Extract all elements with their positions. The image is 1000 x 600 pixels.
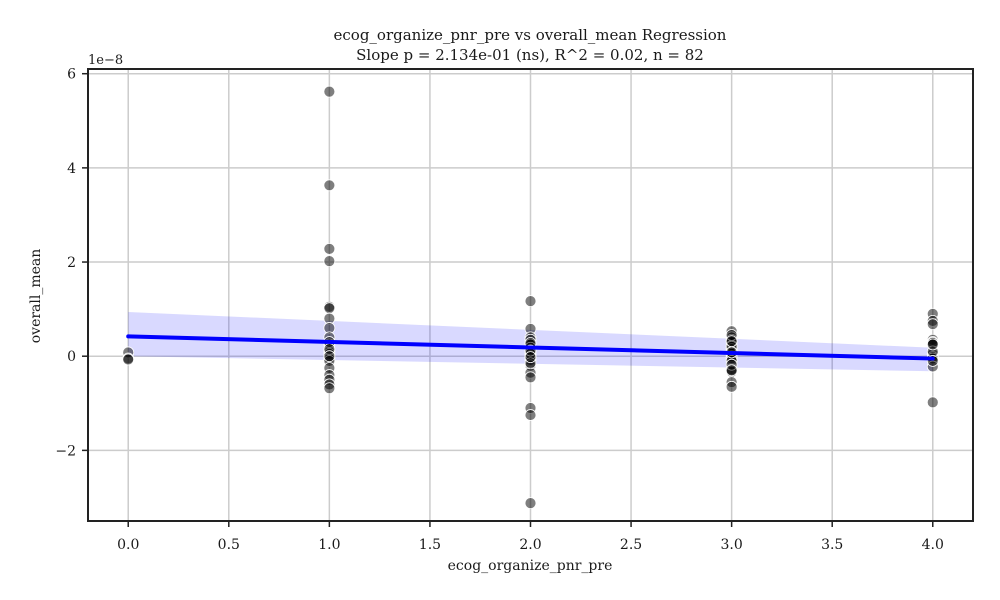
x-tick-label: 2.5 [620, 537, 642, 553]
y-tick-label: −2 [55, 443, 76, 459]
data-point [323, 85, 336, 98]
data-point [524, 371, 537, 384]
y-tick-label: 2 [67, 255, 76, 271]
x-tick-label: 0.5 [218, 537, 240, 553]
data-point [524, 497, 537, 510]
x-tick-label: 2.0 [519, 537, 541, 553]
data-point [323, 242, 336, 255]
x-tick-label: 1.0 [318, 537, 340, 553]
data-point [926, 396, 939, 409]
data-point [926, 338, 939, 351]
x-axis-label: ecog_organize_pnr_pre [448, 558, 613, 574]
data-point [725, 335, 738, 348]
axis-ticks: 0.0 0.5 1.0 1.5 2.0 2.5 3.0 3.5 4.0 −2 0 2 4 6 [55, 67, 944, 553]
data-point [725, 364, 738, 377]
data-point [524, 351, 537, 364]
y-offset-label: 1e−8 [88, 53, 123, 68]
data-point [926, 318, 939, 331]
x-tick-label: 0.0 [117, 537, 139, 553]
y-axis-label: overall_mean [28, 249, 44, 344]
data-point [323, 179, 336, 192]
x-tick-label: 1.5 [419, 537, 441, 553]
data-point [323, 302, 336, 315]
regression-line-layer [126, 334, 935, 361]
chart-subtitle: Slope p = 2.134e-01 (ns), R^2 = 0.02, n … [356, 46, 704, 64]
data-point [323, 350, 336, 363]
regression-line [126, 334, 935, 361]
y-tick-label: 4 [67, 161, 76, 177]
data-point [524, 409, 537, 421]
x-tick-label: 3.0 [721, 537, 743, 553]
data-point [122, 353, 135, 366]
chart-title: ecog_organize_pnr_pre vs overall_mean Re… [334, 26, 727, 44]
data-point [524, 295, 537, 308]
x-tick-label: 4.0 [922, 537, 944, 553]
x-tick-label: 3.5 [821, 537, 843, 553]
y-tick-label: 0 [67, 349, 76, 365]
data-point [725, 380, 738, 393]
data-point [323, 382, 336, 395]
plot-frame [87, 68, 974, 522]
grid [88, 69, 973, 521]
y-tick-label: 6 [67, 67, 76, 83]
data-point [323, 255, 336, 268]
